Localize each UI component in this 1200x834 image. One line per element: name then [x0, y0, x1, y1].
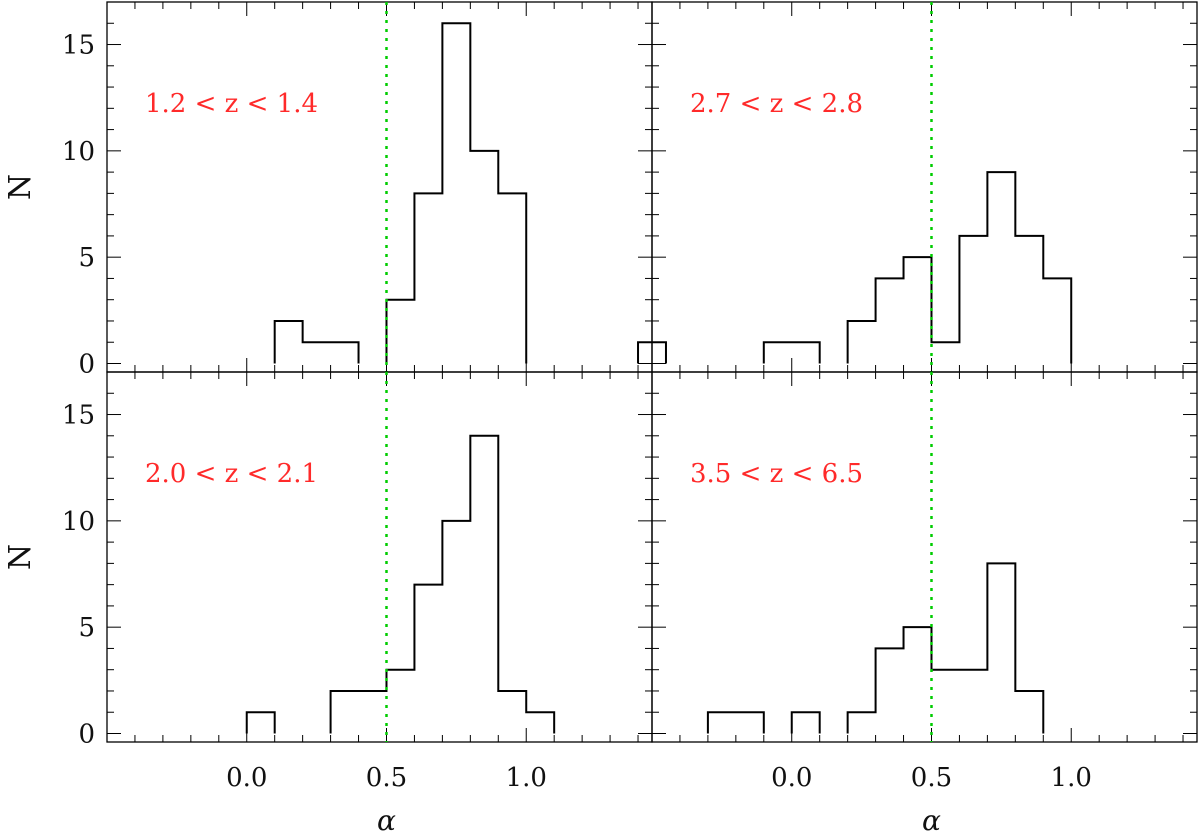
y-tick-label: 0	[78, 349, 95, 379]
histogram-bin	[931, 342, 959, 363]
histogram-bin	[1015, 691, 1043, 734]
redshift-annotation: 1.2 < z < 1.4	[145, 89, 318, 119]
y-tick-label: 5	[78, 243, 95, 273]
x-axis-label: α	[922, 804, 941, 834]
histogram-bin	[414, 585, 442, 734]
histogram-bin	[792, 712, 820, 733]
x-tick-label: 0.0	[226, 763, 267, 793]
y-tick-label: 10	[62, 507, 95, 537]
panel-bottom-right: 0.0 0.5 1.0 α 3.5 < z < 6.5	[651, 371, 1198, 834]
histogram-bin	[904, 257, 932, 363]
histogram-bin	[386, 300, 414, 364]
histogram-bin	[708, 712, 736, 733]
redshift-annotation: 2.7 < z < 2.8	[690, 89, 863, 119]
histogram-bin	[959, 236, 987, 364]
histogram-bin	[736, 712, 764, 733]
y-axis-label: N	[3, 544, 38, 570]
histogram-bin	[931, 670, 959, 734]
histogram-bin	[848, 321, 876, 364]
y-axis-label: N	[3, 174, 38, 200]
histogram-bin	[876, 278, 904, 363]
y-tick-label: 5	[78, 613, 95, 643]
x-tick-label: 0.5	[366, 763, 407, 793]
histogram-steps	[762, 171, 1073, 364]
redshift-annotation: 3.5 < z < 6.5	[690, 459, 863, 489]
histogram-bin	[848, 712, 876, 733]
panel-frame	[651, 371, 1198, 743]
histogram-bin	[904, 627, 932, 733]
histogram-bin	[470, 151, 498, 364]
x-tick-label: 0.5	[911, 763, 952, 793]
histogram-bin	[764, 342, 792, 363]
histogram-bin	[987, 563, 1015, 733]
histogram-bin	[470, 436, 498, 734]
panel-top-left: 0 5 10 15 N 1.2 < z < 1.4	[3, 1, 667, 379]
y-tick-label: 0	[78, 719, 95, 749]
histogram-bin	[876, 648, 904, 733]
histogram-bin	[959, 670, 987, 734]
x-axis-label: α	[377, 804, 396, 834]
histogram-bin	[247, 712, 275, 733]
redshift-annotation: 2.0 < z < 2.1	[145, 459, 318, 489]
y-tick-label: 15	[62, 31, 95, 61]
x-tick-label: 0.0	[771, 763, 812, 793]
x-tick-label: 1.0	[1051, 763, 1092, 793]
histogram-bin	[386, 670, 414, 734]
histogram-bin	[331, 691, 359, 734]
histogram-bin	[1015, 236, 1043, 364]
panel-frame	[106, 371, 653, 743]
y-tick-label: 15	[62, 401, 95, 431]
histogram-bin	[792, 342, 820, 363]
histogram-bin	[359, 691, 387, 734]
histogram-steps	[245, 434, 556, 734]
histogram-bin	[526, 712, 554, 733]
histogram-bin	[987, 172, 1015, 363]
panel-bottom-left: 0 5 10 15 N 0.0 0.5 1.0 α 2.0 < z < 2.1	[3, 371, 653, 834]
histogram-bin	[442, 23, 470, 363]
y-tick-label: 10	[62, 137, 95, 167]
histogram-bin	[414, 193, 442, 363]
histogram-bin	[498, 691, 526, 734]
histogram-bin	[303, 342, 331, 363]
panel-top-right: 2.7 < z < 2.8	[651, 1, 1198, 373]
panel-frame	[106, 1, 653, 373]
histogram-bin	[331, 342, 359, 363]
histogram-bin	[1043, 278, 1071, 363]
histogram-bin	[442, 521, 470, 734]
histogram-bin	[498, 193, 526, 363]
histogram-bin	[275, 321, 303, 364]
x-tick-label: 1.0	[506, 763, 547, 793]
